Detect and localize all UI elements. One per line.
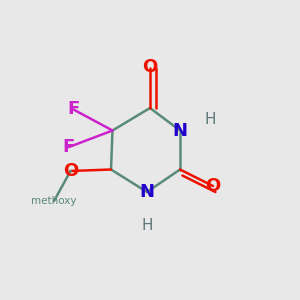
Text: N: N [172,122,188,140]
Text: H: H [141,218,153,232]
Text: N: N [140,183,154,201]
Text: methoxy: methoxy [31,196,77,206]
Text: O: O [63,162,78,180]
Text: O: O [142,58,158,76]
Text: F: F [63,138,75,156]
Text: F: F [68,100,80,118]
Text: O: O [206,177,220,195]
Text: H: H [204,112,216,128]
